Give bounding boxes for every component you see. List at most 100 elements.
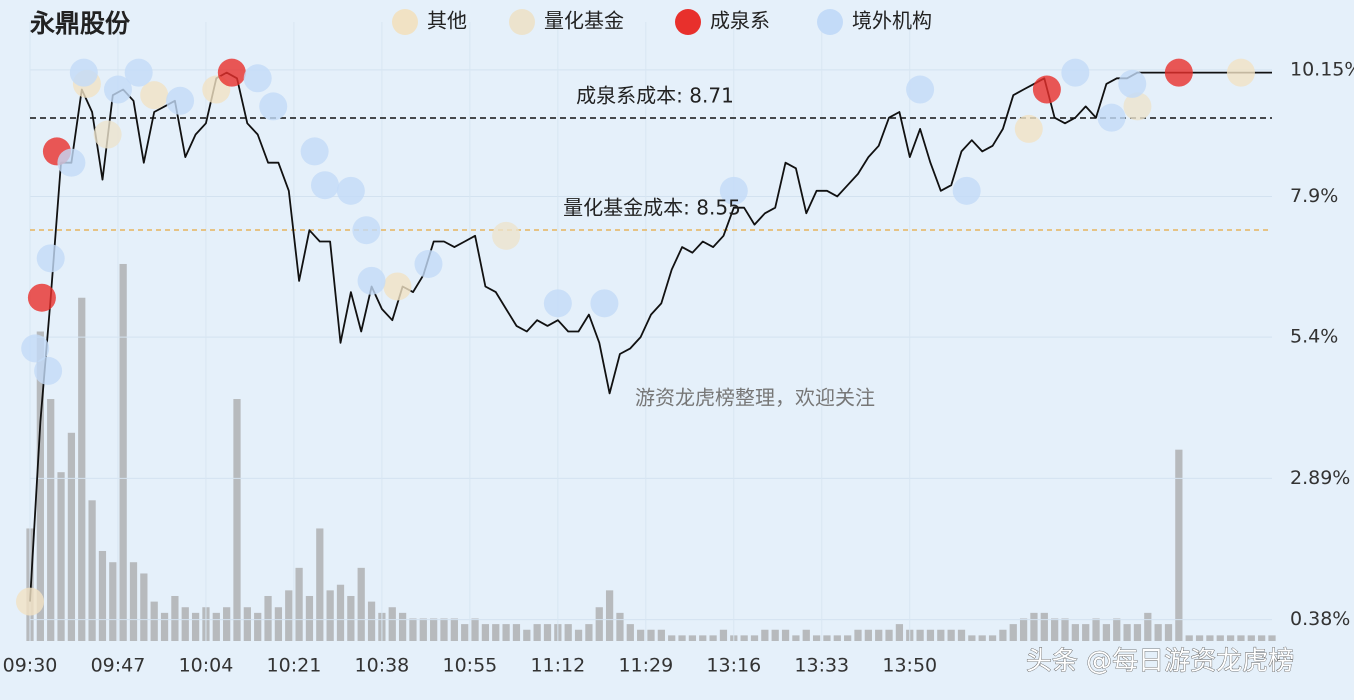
volume-bar	[668, 635, 676, 641]
volume-bar	[481, 624, 490, 641]
volume-bar	[875, 629, 883, 641]
volume-bar	[150, 601, 158, 641]
volume-bar	[1247, 635, 1255, 641]
volume-bar	[916, 629, 924, 641]
trade-bubble	[310, 171, 339, 200]
x-tick-label: 10:21	[267, 655, 322, 677]
volume-bar	[212, 612, 220, 641]
volume-bar	[347, 595, 355, 641]
volume-bar	[160, 612, 169, 641]
volume-bar	[1226, 635, 1235, 641]
trade-bubble	[414, 249, 443, 278]
volume-bar	[812, 635, 821, 641]
volume-bar	[523, 629, 531, 641]
y-tick-label: 2.89%	[1290, 467, 1350, 489]
x-tick-label: 11:12	[530, 655, 585, 677]
volume-bar	[709, 635, 717, 641]
volume-bar	[937, 629, 945, 641]
volume-bar	[616, 612, 624, 641]
trade-bubble	[36, 244, 65, 273]
volume-bar	[471, 618, 479, 641]
volume-bar	[1009, 624, 1017, 641]
volume-bar	[1051, 618, 1059, 641]
volume-bar	[1164, 624, 1173, 641]
volume-bar	[657, 629, 665, 641]
volume-bar	[67, 432, 76, 641]
trade-bubble	[1226, 58, 1255, 87]
trade-bubble	[21, 334, 50, 363]
volume-bar	[398, 612, 407, 641]
volume-bar	[1082, 624, 1090, 641]
trade-bubble	[69, 58, 98, 87]
legend-label: 成泉系	[710, 9, 770, 33]
volume-bar	[968, 635, 976, 641]
trade-bubble	[352, 216, 381, 245]
volume-bar	[409, 618, 417, 641]
volume-bar	[129, 562, 138, 641]
volume-bar	[233, 399, 241, 641]
trade-bubble	[1014, 114, 1043, 143]
trade-bubble	[93, 120, 122, 149]
volume-bar	[1061, 618, 1069, 641]
volume-bar	[47, 399, 55, 641]
x-tick-label: 09:30	[3, 655, 58, 677]
volume-bar	[181, 607, 189, 641]
volume-bar	[305, 595, 314, 641]
trade-bubble	[952, 176, 981, 205]
trade-bubble	[300, 137, 329, 166]
volume-bar	[999, 629, 1007, 641]
x-tick-label: 13:16	[706, 655, 761, 677]
volume-bar	[605, 590, 614, 641]
volume-bar	[140, 573, 148, 641]
trade-bubble	[1123, 92, 1152, 121]
legend-marker	[392, 9, 418, 35]
volume-bar	[191, 612, 200, 641]
chart-title: 永鼎股份	[30, 9, 130, 38]
volume-bar	[78, 297, 86, 641]
y-tick-label: 0.38%	[1290, 608, 1350, 630]
volume-bar	[678, 635, 686, 641]
trade-bubble	[590, 289, 619, 318]
trade-bubble	[1118, 69, 1147, 98]
trade-bubble	[492, 221, 521, 250]
volume-bar	[1030, 612, 1038, 641]
volume-bar	[223, 607, 231, 641]
volume-bar	[574, 629, 583, 641]
volume-bar	[88, 500, 96, 641]
volume-bar	[57, 472, 65, 641]
trade-bubble	[124, 58, 153, 87]
volume-bar	[761, 629, 769, 641]
volume-bar	[357, 567, 365, 641]
x-tick-label: 10:55	[442, 655, 497, 677]
volume-bar	[492, 624, 500, 641]
trade-bubble	[259, 92, 288, 121]
trade-bubble	[357, 266, 386, 295]
volume-bar	[771, 629, 779, 641]
volume-bar	[1144, 612, 1152, 641]
volume-bar	[502, 624, 510, 641]
bubble-layer	[16, 58, 1255, 616]
volume-bar	[854, 629, 862, 641]
volume-bar	[430, 618, 438, 641]
legend: 其他 量化基金 成泉系 境外机构	[392, 9, 932, 35]
volume-bar	[978, 635, 986, 641]
y-tick-label: 5.4%	[1290, 326, 1338, 348]
legend-label: 量化基金	[544, 9, 624, 33]
volume-bar	[36, 331, 44, 641]
legend-marker	[817, 9, 843, 35]
volume-bar	[450, 618, 458, 641]
trade-bubble	[383, 272, 412, 301]
volume-bar	[533, 624, 541, 641]
trade-bubble	[906, 75, 935, 104]
x-tick-label: 13:33	[794, 655, 849, 677]
volume-bar	[1195, 635, 1204, 641]
volume-bar	[119, 263, 127, 641]
volume-bar	[1154, 624, 1162, 641]
trade-bubble	[16, 587, 44, 616]
annotation: 成泉系成本: 8.71	[576, 84, 734, 108]
volume-bar	[626, 624, 634, 641]
volume-bar	[461, 624, 469, 641]
trade-bubble	[103, 75, 132, 104]
volume-bar	[1071, 624, 1079, 641]
